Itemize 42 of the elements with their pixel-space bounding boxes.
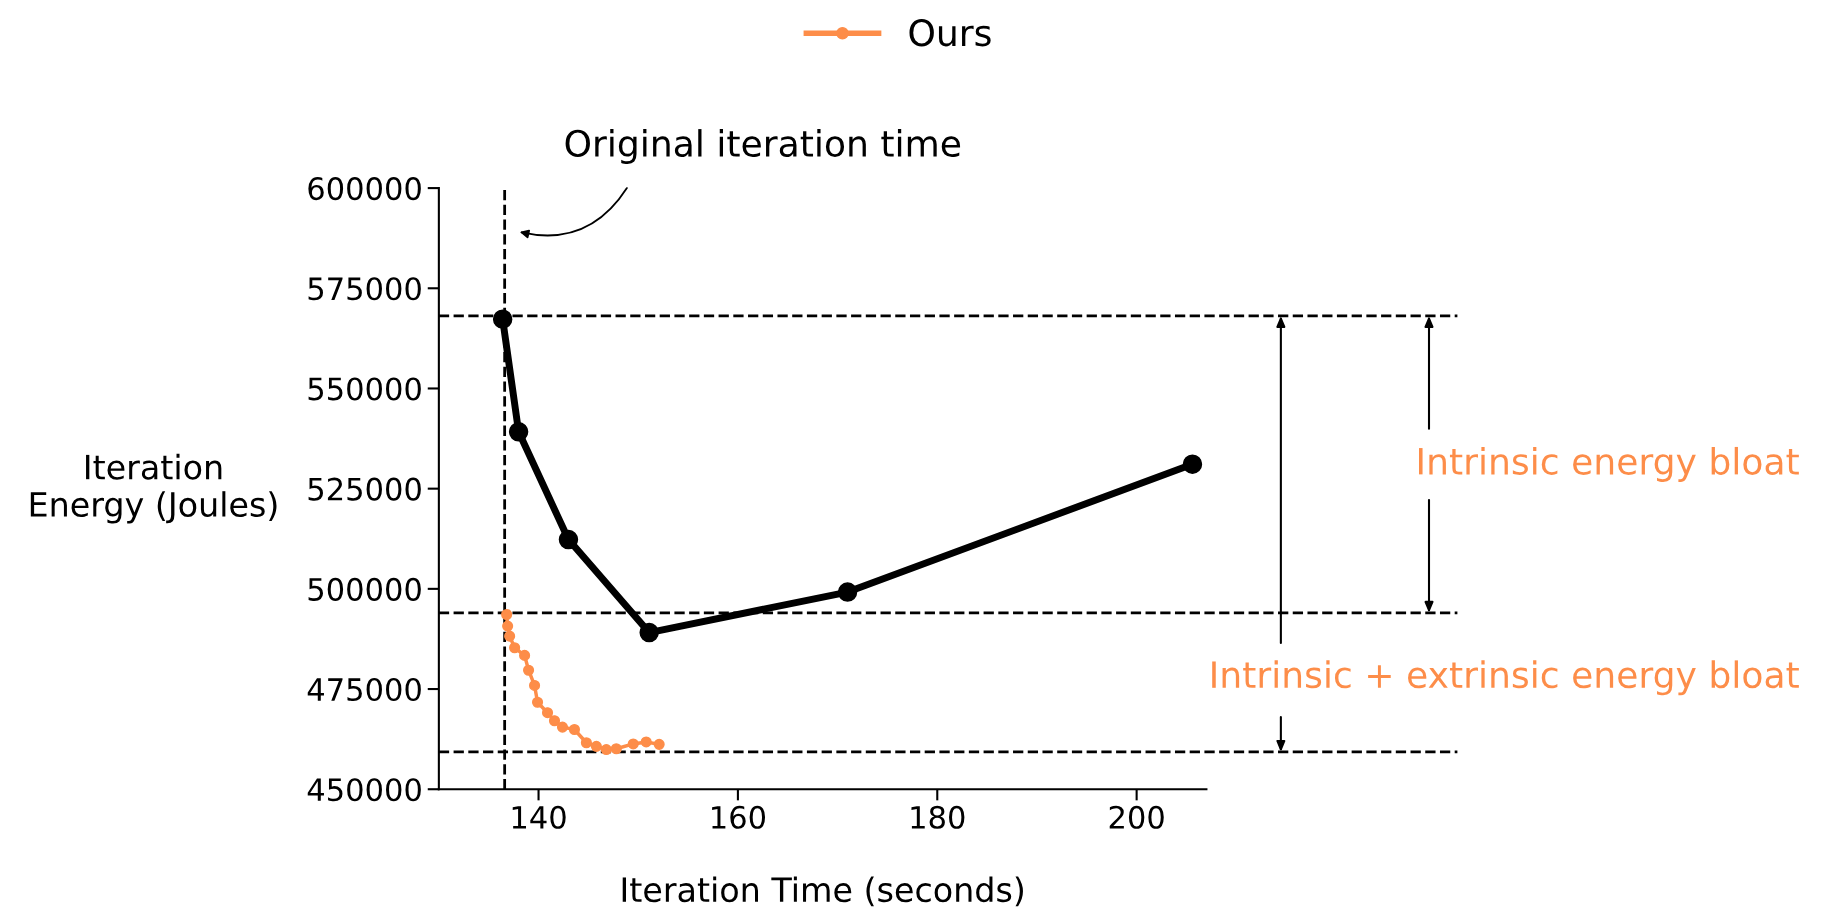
point — [541, 707, 554, 719]
x-tick-label: 180 — [911, 805, 965, 829]
y-tick-label: 500000 — [308, 577, 421, 601]
point — [653, 738, 665, 750]
point — [639, 622, 659, 643]
point — [627, 738, 639, 750]
text: Original iteration time — [565, 129, 961, 165]
point — [492, 309, 513, 329]
legend-label: Ours — [909, 19, 991, 47]
x-axis-title: Iteration Time (seconds) — [622, 876, 1023, 907]
y-tick-label: 450000 — [307, 778, 421, 802]
y-axis-title: Iteration Energy (Joules) — [30, 453, 277, 524]
point — [519, 649, 531, 661]
point — [568, 723, 580, 736]
point — [600, 744, 612, 756]
point — [508, 422, 529, 442]
point — [610, 743, 622, 755]
point — [531, 696, 544, 708]
text: Intrinsic + extrinsic energy bloat — [1212, 660, 1799, 696]
point — [837, 582, 858, 602]
point — [1182, 454, 1203, 474]
y-tick-label: 525000 — [308, 477, 421, 501]
x-tick-label: 200 — [1109, 805, 1164, 829]
point — [509, 642, 521, 654]
point — [548, 715, 561, 727]
point — [580, 737, 592, 749]
point — [640, 736, 652, 748]
point — [523, 664, 535, 676]
y-tick-label: 550000 — [308, 377, 421, 401]
point — [528, 679, 541, 691]
text: Intrinsic energy bloat — [1418, 446, 1799, 482]
point — [501, 608, 513, 621]
x-tick-label: 160 — [712, 805, 766, 829]
y-tick-label: 600000 — [308, 177, 421, 201]
x-tick-label: 140 — [512, 805, 566, 829]
point — [556, 721, 569, 733]
point — [590, 740, 602, 752]
point — [504, 630, 516, 642]
y-tick-label: 475000 — [307, 677, 421, 702]
y-tick-label: 575000 — [308, 277, 421, 301]
point — [558, 529, 579, 550]
point — [502, 620, 514, 632]
